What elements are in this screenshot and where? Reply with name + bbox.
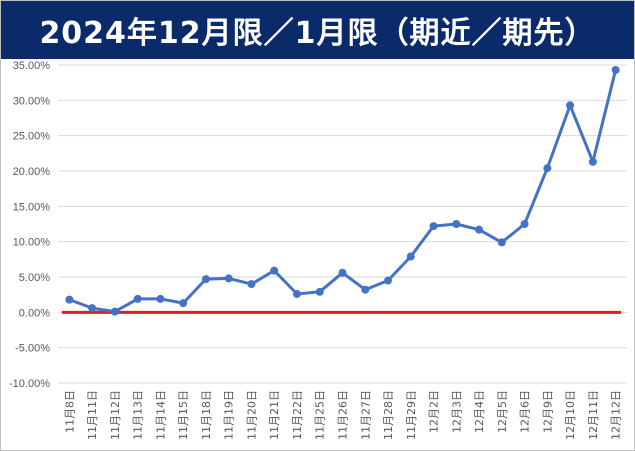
x-tick-label: 12月12日 bbox=[610, 390, 623, 440]
x-tick-label: 11月29日 bbox=[405, 390, 418, 440]
x-tick-label: 11月15日 bbox=[177, 390, 190, 440]
data-point bbox=[452, 220, 461, 228]
x-tick-label: 11月14日 bbox=[154, 390, 167, 440]
data-point bbox=[156, 294, 165, 303]
y-tick-label: 25.00% bbox=[13, 131, 51, 143]
data-point bbox=[133, 294, 142, 303]
x-tick-label: 11月11日 bbox=[86, 390, 99, 440]
data-point bbox=[520, 220, 529, 228]
x-tick-label: 11月18日 bbox=[200, 390, 213, 440]
x-tick-label: 12月3日 bbox=[450, 390, 463, 433]
data-point bbox=[588, 157, 597, 166]
data-point bbox=[384, 276, 393, 285]
y-tick-label: 10.00% bbox=[13, 237, 51, 249]
x-tick-label: 12月4日 bbox=[473, 390, 486, 433]
data-markers bbox=[65, 65, 620, 316]
title-bar: 2024年12月限／1月限（期近／期先） bbox=[1, 1, 634, 59]
y-tick-label: 5.00% bbox=[19, 272, 50, 284]
data-point bbox=[110, 307, 119, 316]
y-tick-label: 35.00% bbox=[13, 60, 51, 72]
data-point bbox=[361, 285, 370, 294]
x-tick-label: 12月2日 bbox=[428, 390, 441, 433]
data-point bbox=[65, 295, 74, 304]
data-point bbox=[497, 238, 506, 247]
data-point bbox=[429, 222, 438, 231]
x-tick-label: 12月10日 bbox=[564, 390, 577, 440]
data-point bbox=[406, 252, 415, 261]
x-tick-label: 12月11日 bbox=[587, 390, 600, 440]
x-tick-label: 11月26日 bbox=[337, 390, 350, 440]
x-tick-label: 11月21日 bbox=[268, 390, 281, 440]
data-point bbox=[88, 304, 97, 313]
data-point bbox=[611, 65, 620, 74]
x-tick-label: 11月8日 bbox=[63, 390, 76, 433]
x-tick-label: 12月5日 bbox=[496, 390, 509, 433]
x-tick-label: 11月28日 bbox=[382, 390, 395, 440]
data-point bbox=[292, 289, 301, 298]
x-tick-label: 11月22日 bbox=[291, 390, 304, 440]
x-axis-ticks: 11月8日 11月11日 11月12日 11月13日 11月14日 11月15日 11月18… bbox=[63, 390, 622, 440]
x-tick-label: 12月9日 bbox=[541, 390, 554, 433]
data-point bbox=[475, 225, 484, 234]
x-tick-label: 11月19日 bbox=[223, 390, 236, 440]
x-tick-label: 11月27日 bbox=[359, 390, 372, 440]
data-point bbox=[338, 268, 347, 277]
y-axis-ticks: 35.00% 30.00% 25.00% 20.00% 15.00% 10.00% 5.00… bbox=[9, 60, 50, 390]
chart-title: 2024年12月限／1月限（期近／期先） bbox=[39, 16, 596, 51]
y-tick-label: 15.00% bbox=[13, 201, 51, 213]
data-point bbox=[247, 280, 256, 289]
x-tick-label: 11月25日 bbox=[314, 390, 327, 440]
y-tick-label: 0.00% bbox=[19, 307, 50, 319]
y-tick-label: 20.00% bbox=[13, 166, 51, 178]
grid-lines bbox=[58, 64, 627, 384]
data-point bbox=[270, 266, 279, 275]
data-point bbox=[224, 274, 233, 283]
y-tick-label: -5.00% bbox=[15, 343, 50, 355]
x-tick-label: 11月20日 bbox=[245, 390, 258, 440]
y-tick-label: 30.00% bbox=[13, 95, 51, 107]
data-point bbox=[179, 299, 188, 308]
data-point bbox=[315, 287, 324, 296]
data-point bbox=[566, 101, 575, 110]
y-tick-label: -10.00% bbox=[9, 378, 50, 390]
data-point bbox=[201, 275, 210, 284]
x-tick-label: 12月6日 bbox=[519, 390, 532, 433]
data-point bbox=[543, 164, 552, 173]
x-tick-label: 11月12日 bbox=[109, 390, 122, 440]
x-tick-label: 11月13日 bbox=[132, 390, 145, 440]
